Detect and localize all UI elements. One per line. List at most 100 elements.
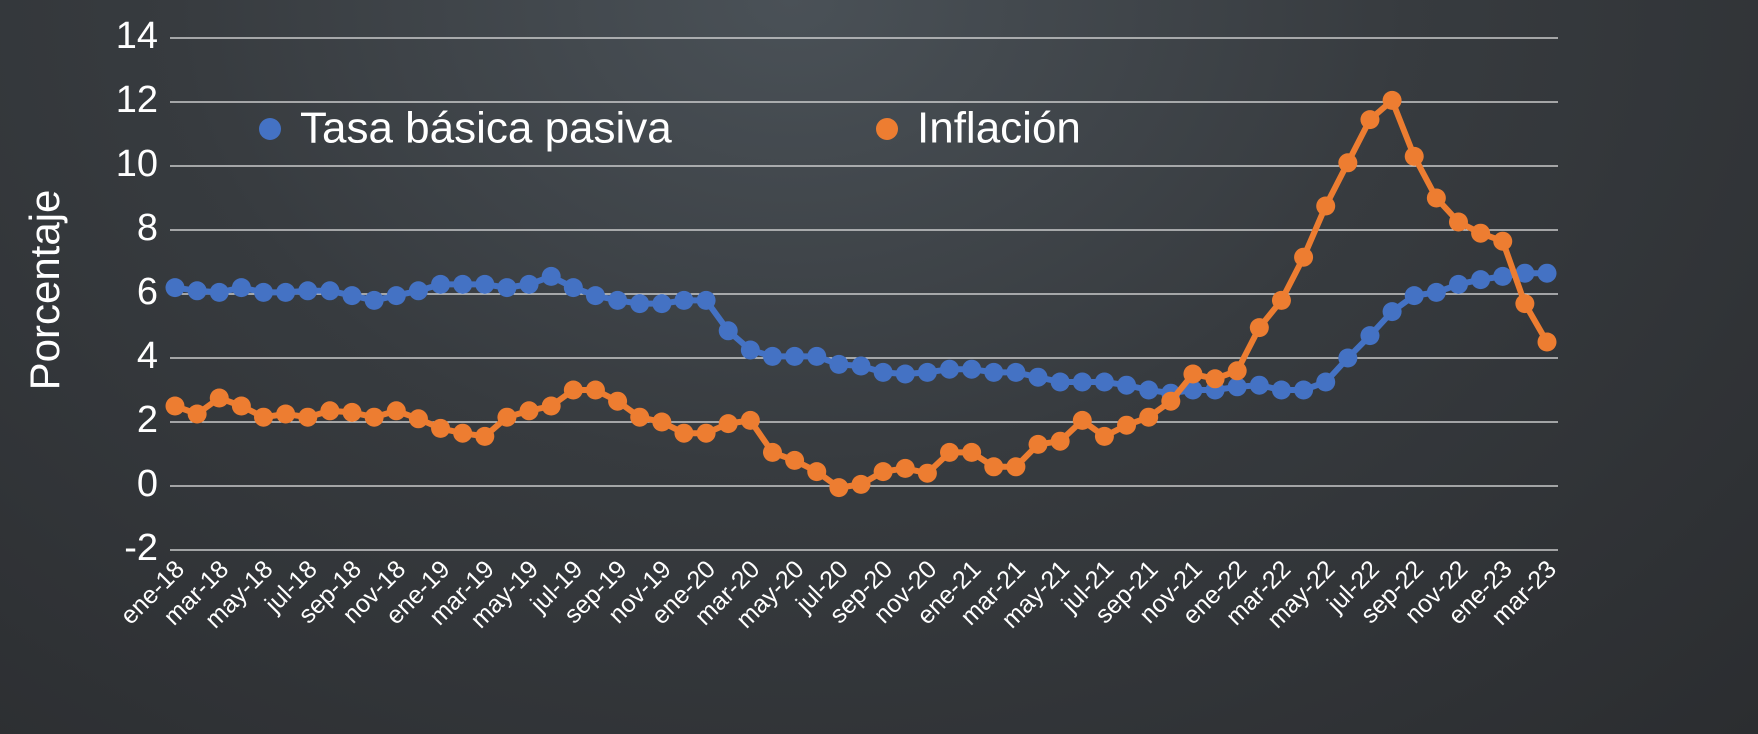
data-point xyxy=(1404,146,1424,166)
data-point xyxy=(1493,266,1513,286)
legend-label: Inflación xyxy=(917,104,1081,153)
data-point xyxy=(1448,212,1468,232)
data-point xyxy=(851,474,871,494)
data-point xyxy=(895,458,915,478)
data-point xyxy=(895,364,915,384)
data-point xyxy=(940,442,960,462)
data-point xyxy=(1094,426,1114,446)
y-tick-label: 2 xyxy=(137,399,158,441)
data-point xyxy=(718,321,738,341)
data-point xyxy=(1294,247,1314,267)
data-point xyxy=(1294,380,1314,400)
data-point xyxy=(1316,372,1336,392)
y-tick-label: 6 xyxy=(137,271,158,313)
data-point xyxy=(1050,372,1070,392)
data-point xyxy=(762,442,782,462)
data-point xyxy=(254,407,274,427)
data-point xyxy=(541,396,561,416)
data-point xyxy=(497,278,517,298)
data-point xyxy=(519,274,539,294)
data-point xyxy=(785,346,805,366)
data-point xyxy=(940,359,960,379)
data-point xyxy=(1183,364,1203,384)
data-point xyxy=(674,423,694,443)
data-point xyxy=(386,401,406,421)
data-point xyxy=(1006,457,1026,477)
data-point xyxy=(475,426,495,446)
data-point xyxy=(431,274,451,294)
data-point xyxy=(851,356,871,376)
data-point xyxy=(276,404,296,424)
data-point xyxy=(652,294,672,314)
data-point xyxy=(1094,372,1114,392)
data-point xyxy=(1227,361,1247,381)
data-point xyxy=(453,423,473,443)
data-point xyxy=(497,407,517,427)
data-point xyxy=(696,290,716,310)
data-point xyxy=(917,362,937,382)
data-point xyxy=(1183,380,1203,400)
data-point xyxy=(873,362,893,382)
data-point xyxy=(364,290,384,310)
data-point xyxy=(630,407,650,427)
data-point xyxy=(608,290,628,310)
data-point xyxy=(1537,332,1557,352)
data-point xyxy=(1471,270,1491,290)
data-point xyxy=(209,282,229,302)
data-point xyxy=(1426,282,1446,302)
y-tick-label: 0 xyxy=(137,463,158,505)
data-point xyxy=(1117,375,1137,395)
data-point xyxy=(984,362,1004,382)
data-point xyxy=(231,396,251,416)
data-point xyxy=(962,442,982,462)
data-point xyxy=(873,462,893,482)
data-point xyxy=(1006,362,1026,382)
data-point xyxy=(1360,326,1380,346)
data-point xyxy=(829,354,849,374)
data-point xyxy=(1205,369,1225,389)
data-point xyxy=(1072,410,1092,430)
data-point xyxy=(1382,90,1402,110)
data-point xyxy=(563,278,583,298)
data-point xyxy=(608,391,628,411)
data-point xyxy=(1448,274,1468,294)
data-point xyxy=(475,274,495,294)
legend-label: Tasa básica pasiva xyxy=(300,104,672,153)
data-point xyxy=(320,401,340,421)
legend-item: Inflación xyxy=(876,104,1081,153)
data-point xyxy=(1515,294,1535,314)
data-point xyxy=(342,286,362,306)
data-point xyxy=(1028,434,1048,454)
data-point xyxy=(165,278,185,298)
data-point xyxy=(674,290,694,310)
y-tick-label: 10 xyxy=(116,143,158,185)
y-tick-label: 12 xyxy=(116,79,158,121)
data-point xyxy=(386,286,406,306)
data-point xyxy=(541,266,561,286)
data-point xyxy=(829,478,849,498)
data-point xyxy=(1338,348,1358,368)
data-point xyxy=(1072,372,1092,392)
data-point xyxy=(187,404,207,424)
data-point xyxy=(1050,431,1070,451)
data-point xyxy=(563,380,583,400)
data-point xyxy=(298,281,318,301)
data-point xyxy=(740,340,760,360)
data-point xyxy=(1426,188,1446,208)
data-point xyxy=(962,359,982,379)
data-point xyxy=(1471,223,1491,243)
legend-item: Tasa básica pasiva xyxy=(259,104,672,153)
y-tick-label: 8 xyxy=(137,207,158,249)
data-point xyxy=(1161,391,1181,411)
data-point xyxy=(1537,263,1557,283)
data-point xyxy=(364,407,384,427)
data-point xyxy=(585,380,605,400)
data-point xyxy=(630,294,650,314)
data-point xyxy=(276,282,296,302)
data-point xyxy=(1404,286,1424,306)
data-point xyxy=(1139,407,1159,427)
data-point xyxy=(1515,263,1535,283)
data-point xyxy=(807,346,827,366)
data-point xyxy=(807,462,827,482)
